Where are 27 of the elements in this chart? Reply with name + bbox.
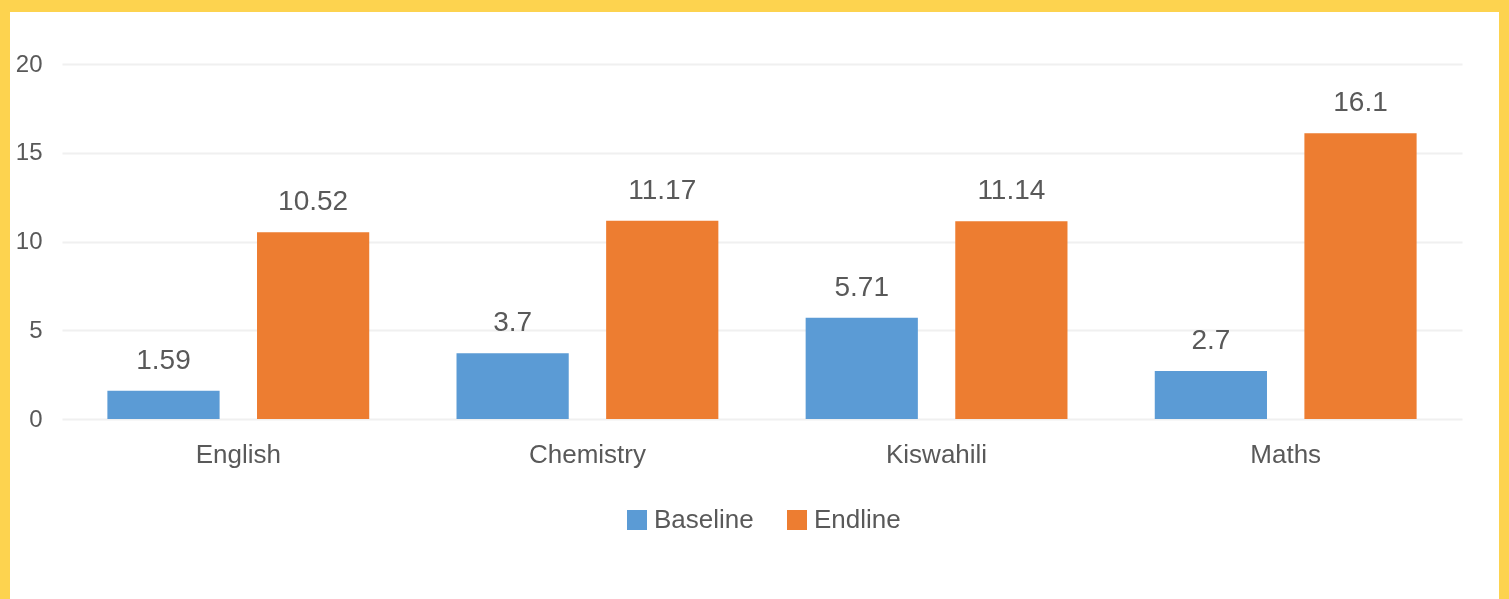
data-label: 1.59 bbox=[136, 343, 191, 375]
x-tick-label: English bbox=[195, 438, 281, 469]
x-tick-label: Maths bbox=[1250, 438, 1322, 469]
bar bbox=[955, 221, 1068, 419]
x-tick-label: Kiswahili bbox=[885, 438, 988, 469]
bar bbox=[107, 390, 220, 419]
data-label: 2.7 bbox=[1191, 324, 1231, 356]
bar bbox=[1154, 371, 1267, 419]
data-label: 3.7 bbox=[493, 306, 533, 338]
y-tick-label: 15 bbox=[15, 138, 43, 166]
bar bbox=[1304, 133, 1417, 419]
y-tick-label: 5 bbox=[29, 315, 43, 343]
data-label: 5.71 bbox=[834, 270, 889, 302]
y-tick-label: 0 bbox=[29, 404, 43, 432]
y-tick-label: 10 bbox=[15, 227, 43, 254]
x-tick-label: Chemistry bbox=[528, 438, 646, 469]
bar bbox=[606, 220, 719, 419]
data-label: 11.17 bbox=[628, 173, 697, 205]
data-label: 10.52 bbox=[278, 185, 349, 217]
data-label: 16.1 bbox=[1333, 86, 1388, 118]
data-label: 11.14 bbox=[977, 174, 1046, 206]
bar bbox=[257, 232, 370, 419]
legend-label: Baseline bbox=[654, 504, 754, 534]
bar bbox=[456, 353, 569, 419]
legend-label: Endline bbox=[814, 504, 901, 534]
bar bbox=[805, 317, 918, 419]
y-tick-label: 20 bbox=[15, 49, 43, 77]
